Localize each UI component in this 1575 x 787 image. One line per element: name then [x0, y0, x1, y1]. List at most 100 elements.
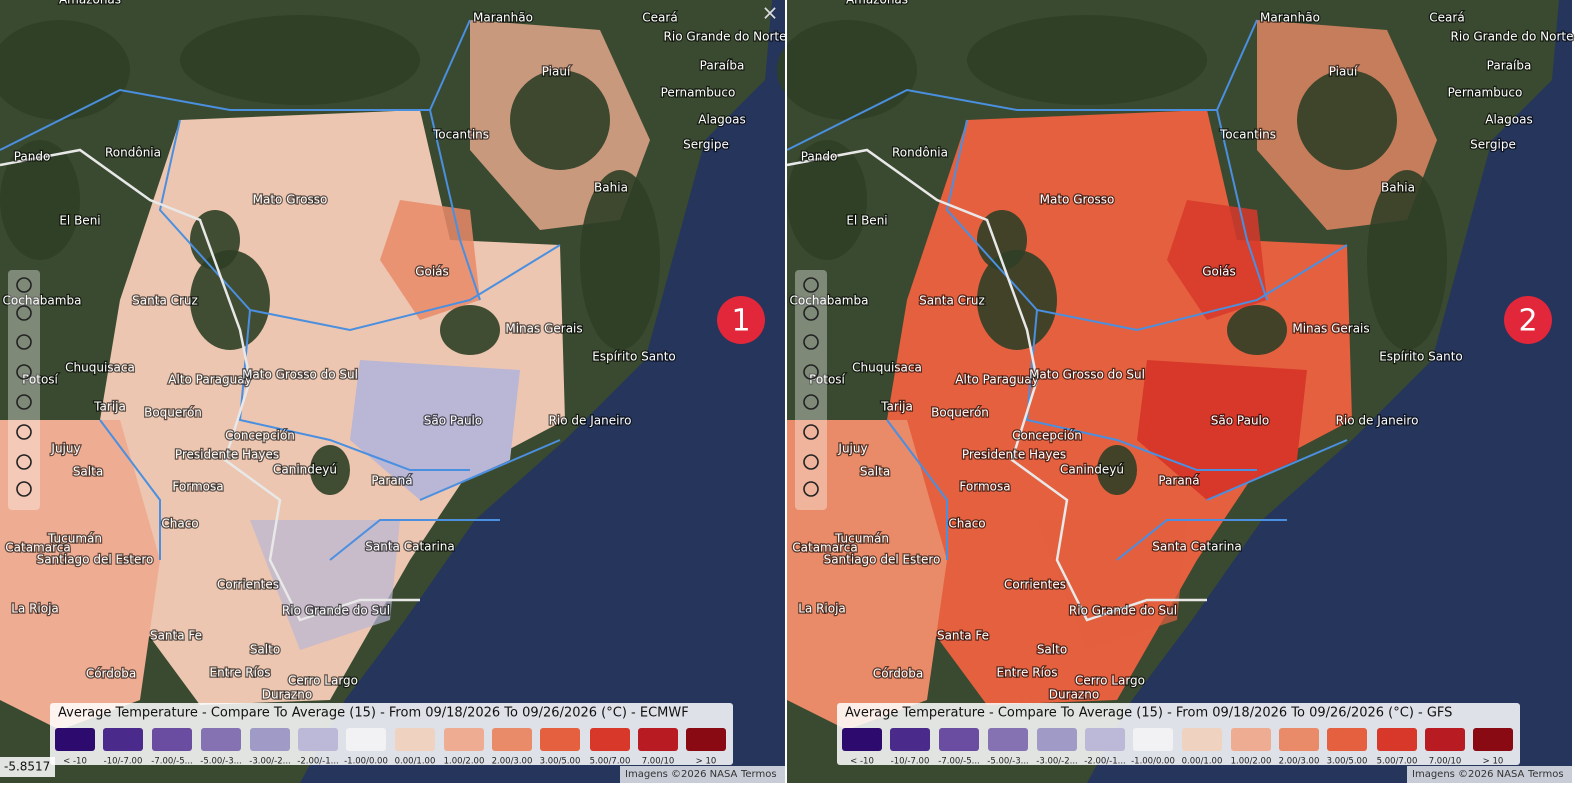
- anomaly-region: [0, 420, 160, 730]
- legend-swatch: [590, 728, 630, 751]
- place-label: Alto Paraguay: [955, 373, 1038, 387]
- legend-swatch: [1425, 728, 1465, 751]
- forest-area: [1297, 70, 1397, 170]
- toolbar-button[interactable]: [803, 305, 819, 321]
- place-label: São Paulo: [424, 414, 482, 428]
- legend-swatch: [890, 728, 930, 751]
- place-label: Pernambuco: [1448, 86, 1523, 100]
- place-label: Goiás: [415, 265, 449, 279]
- place-label: Minas Gerais: [1292, 322, 1369, 336]
- close-button[interactable]: ×: [762, 1, 779, 25]
- badge-circle: [717, 296, 765, 344]
- place-label: Formosa: [959, 480, 1010, 494]
- place-label: Minas Gerais: [505, 322, 582, 336]
- legend-swatch: [346, 728, 386, 751]
- terms-link[interactable]: Termos: [740, 769, 777, 780]
- legend-swatch: [1279, 728, 1319, 751]
- place-label: Concepción: [1012, 429, 1082, 443]
- toolbar-button[interactable]: [16, 364, 32, 380]
- place-label: Espírito Santo: [592, 350, 676, 364]
- place-label: Rio Grande do Sul: [282, 604, 390, 618]
- place-label: Formosa: [172, 480, 223, 494]
- toolbar-button[interactable]: [803, 277, 819, 293]
- toolbar-button[interactable]: [16, 481, 32, 497]
- forest-area: [1097, 445, 1137, 495]
- place-label: Santa Cruz: [132, 294, 198, 308]
- place-label: Santiago del Estero: [824, 553, 941, 567]
- toolbar-button[interactable]: [16, 454, 32, 470]
- toolbar-icon: [803, 364, 819, 380]
- place-label: Piauí: [542, 65, 571, 79]
- toolbar-button[interactable]: [803, 481, 819, 497]
- toolbar-button[interactable]: [803, 394, 819, 410]
- zone-badge: 1: [717, 296, 765, 344]
- terms-link[interactable]: Termos: [1527, 769, 1564, 780]
- legend-label: > 10: [696, 757, 717, 767]
- place-label: Amazonas: [59, 0, 121, 7]
- place-label: São Paulo: [1211, 414, 1269, 428]
- toolbar-button[interactable]: [16, 305, 32, 321]
- toolbar-button[interactable]: [16, 424, 32, 440]
- place-label: Salta: [73, 465, 103, 479]
- anomaly-region: [250, 520, 400, 650]
- legend-label: 0.00/1.00: [1182, 757, 1223, 767]
- place-label: Canindeyú: [273, 463, 337, 477]
- toolbar-icon: [16, 334, 32, 350]
- legend-label: -1.00/0.00: [1131, 757, 1175, 767]
- place-label: Cerro Largo: [1075, 674, 1145, 688]
- place-label: Rio de Janeiro: [549, 414, 632, 428]
- legend-title: Average Temperature - Compare To Average…: [845, 706, 1452, 721]
- legend-label: -3.00/-2...: [249, 757, 290, 767]
- legend-label: 5.00/7.00: [1377, 757, 1418, 767]
- place-label: Piauí: [1329, 65, 1358, 79]
- place-label: Rio de Janeiro: [1336, 414, 1419, 428]
- place-label: Rio Grande do Norte: [1451, 30, 1574, 44]
- place-label: Rondônia: [105, 146, 161, 160]
- place-label: Espírito Santo: [1379, 350, 1463, 364]
- toolbar-button[interactable]: [16, 277, 32, 293]
- toolbar-button[interactable]: [803, 334, 819, 350]
- forest-area: [777, 20, 917, 120]
- legend: Average Temperature - Compare To Average…: [50, 703, 733, 767]
- place-label: Santa Cruz: [919, 294, 985, 308]
- legend-swatch: [55, 728, 95, 751]
- panel-divider: [785, 0, 787, 783]
- place-label: Cerro Largo: [288, 674, 358, 688]
- map-panel: Amazonas Maranhão Ceará Rio Grande do Norte…: [0, 0, 788, 783]
- legend-swatch: [686, 728, 726, 751]
- toolbar-icon: [803, 454, 819, 470]
- toolbar-button[interactable]: [803, 364, 819, 380]
- place-label: Córdoba: [873, 667, 923, 681]
- toolbar-button[interactable]: [803, 454, 819, 470]
- toolbar-icon: [16, 305, 32, 321]
- legend-label: -5.00/-3...: [200, 757, 241, 767]
- legend-label: -7.00/-5...: [938, 757, 979, 767]
- toolbar-button[interactable]: [803, 424, 819, 440]
- place-label: Rio Grande do Norte: [664, 30, 787, 44]
- place-label: Chuquisaca: [65, 361, 135, 375]
- toolbar-icon: [803, 334, 819, 350]
- toolbar-button[interactable]: [16, 334, 32, 350]
- place-label: Paraíba: [700, 59, 745, 73]
- attribution: Imagens ©2026 NASA: [1412, 769, 1525, 780]
- forest-area: [580, 170, 660, 350]
- toolbar-button[interactable]: [16, 394, 32, 410]
- legend-label: 2.00/3.00: [492, 757, 533, 767]
- toolbar-icon: [16, 481, 32, 497]
- forest-area: [1227, 305, 1287, 355]
- anomaly-region: [1167, 200, 1267, 320]
- place-label: Entre Ríos: [996, 666, 1057, 680]
- place-label: El Beni: [59, 214, 100, 228]
- place-label: Santa Fe: [937, 629, 989, 643]
- legend-label: < -10: [63, 757, 87, 767]
- legend-swatch: [1037, 728, 1077, 751]
- attribution: Imagens ©2026 NASA: [625, 769, 738, 780]
- place-label: Chuquisaca: [852, 361, 922, 375]
- place-label: Alto Paraguay: [168, 373, 251, 387]
- legend-label: 7.00/10: [642, 757, 675, 767]
- country-border: [786, 148, 1207, 622]
- attribution-bar: [1407, 766, 1572, 783]
- badge-circle: [1504, 296, 1552, 344]
- place-label: Tucumán: [834, 532, 889, 546]
- place-label: Bahia: [594, 181, 628, 195]
